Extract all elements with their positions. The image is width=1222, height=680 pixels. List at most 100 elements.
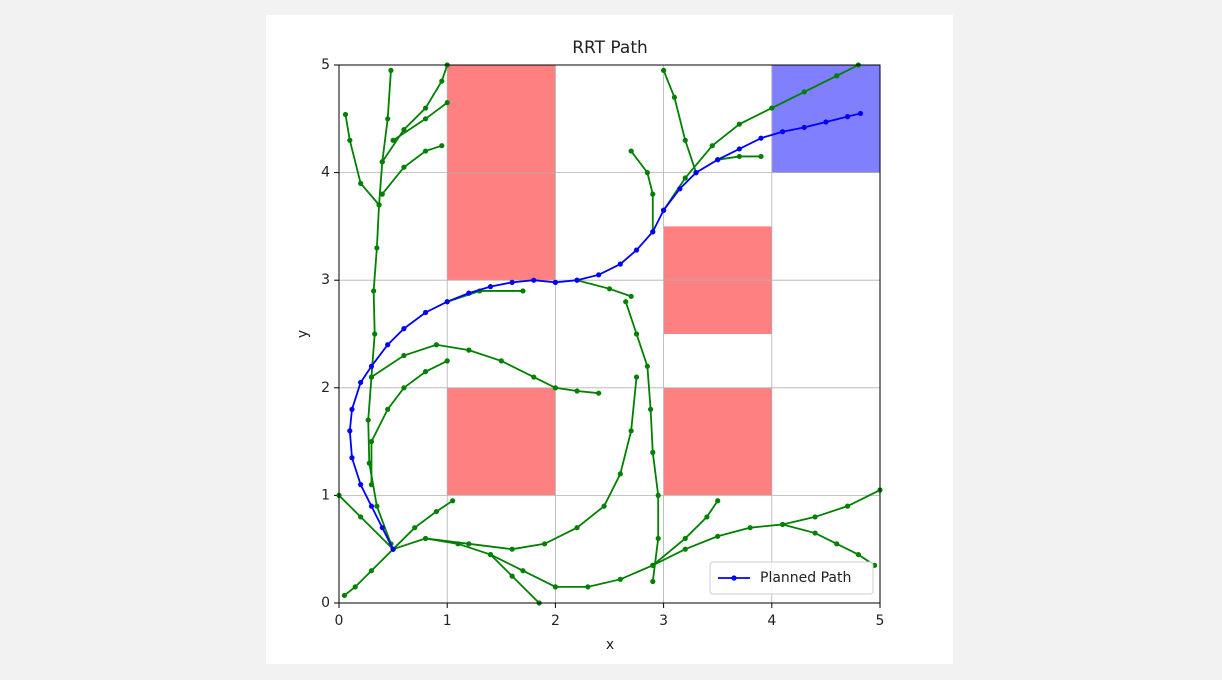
- series-line: [662, 64, 859, 211]
- point: [422, 369, 429, 375]
- point: [736, 153, 742, 160]
- point: [358, 482, 364, 488]
- point: [352, 584, 358, 590]
- point: [650, 229, 656, 235]
- point: [390, 137, 396, 143]
- point: [385, 116, 391, 122]
- point: [617, 261, 623, 267]
- point: [617, 576, 623, 582]
- point: [531, 374, 537, 380]
- point: [677, 186, 683, 192]
- point: [736, 121, 742, 127]
- x-tick-label: 3: [659, 613, 668, 629]
- point: [349, 455, 355, 461]
- legend-swatch: [731, 575, 737, 581]
- point: [385, 342, 391, 348]
- chart-title: RRT Path: [572, 38, 648, 58]
- point: [374, 503, 380, 509]
- point: [693, 170, 699, 176]
- point: [650, 578, 656, 585]
- point: [401, 164, 407, 170]
- point: [747, 525, 753, 531]
- point: [648, 406, 654, 412]
- point: [422, 309, 429, 316]
- point: [520, 288, 526, 294]
- point: [574, 525, 580, 531]
- point: [498, 358, 504, 364]
- point: [422, 535, 429, 542]
- point: [715, 498, 721, 504]
- y-tick-label: 5: [321, 57, 330, 73]
- region: [771, 65, 880, 173]
- point: [439, 143, 445, 149]
- point: [372, 331, 378, 337]
- series-line: [652, 500, 719, 567]
- y-axis-label: y: [295, 330, 311, 338]
- point: [644, 170, 650, 176]
- point: [661, 207, 667, 213]
- point: [769, 105, 775, 111]
- legend-label: Planned Path: [760, 570, 851, 586]
- point: [541, 541, 548, 547]
- series-line: [343, 548, 394, 597]
- series-line: [370, 360, 448, 485]
- point: [450, 498, 456, 504]
- point: [758, 135, 764, 141]
- point: [433, 342, 439, 348]
- series-line: [624, 301, 660, 582]
- point: [628, 428, 634, 434]
- point: [365, 417, 371, 423]
- point: [487, 551, 494, 558]
- point: [422, 105, 429, 111]
- point: [801, 124, 807, 131]
- x-tick-label: 4: [767, 613, 776, 629]
- series-line: [630, 150, 654, 232]
- point: [444, 100, 450, 106]
- point: [349, 406, 355, 412]
- point: [655, 535, 661, 542]
- point: [617, 471, 623, 477]
- point: [358, 379, 364, 386]
- point: [466, 541, 472, 547]
- point: [709, 143, 715, 149]
- point: [487, 284, 494, 290]
- point: [379, 191, 385, 197]
- point: [385, 406, 391, 412]
- axes-frame: [338, 64, 881, 604]
- x-axis-label: x: [606, 637, 614, 653]
- point: [834, 541, 840, 547]
- series-line: [392, 500, 454, 550]
- point: [704, 514, 710, 520]
- point: [715, 157, 721, 163]
- point: [358, 180, 364, 186]
- point: [650, 449, 656, 455]
- point: [661, 67, 667, 73]
- point: [758, 153, 764, 160]
- point: [682, 137, 688, 143]
- y-tick-label: 3: [321, 272, 330, 288]
- point: [358, 514, 364, 520]
- point: [606, 286, 613, 292]
- point: [801, 89, 807, 95]
- point: [433, 508, 439, 515]
- point: [371, 288, 377, 294]
- point: [812, 530, 818, 536]
- point: [682, 175, 688, 181]
- point: [379, 159, 385, 165]
- series-line: [662, 70, 697, 173]
- x-tick-label: 0: [335, 613, 344, 629]
- point: [736, 146, 742, 152]
- point: [531, 277, 537, 283]
- point: [374, 245, 380, 251]
- point: [388, 67, 394, 73]
- point: [633, 331, 640, 337]
- point: [633, 374, 640, 380]
- point: [552, 279, 559, 285]
- point: [780, 129, 786, 135]
- point: [596, 390, 602, 396]
- point: [812, 514, 818, 520]
- point: [422, 116, 429, 122]
- point: [466, 290, 472, 296]
- series-line: [367, 70, 392, 545]
- point: [368, 568, 375, 574]
